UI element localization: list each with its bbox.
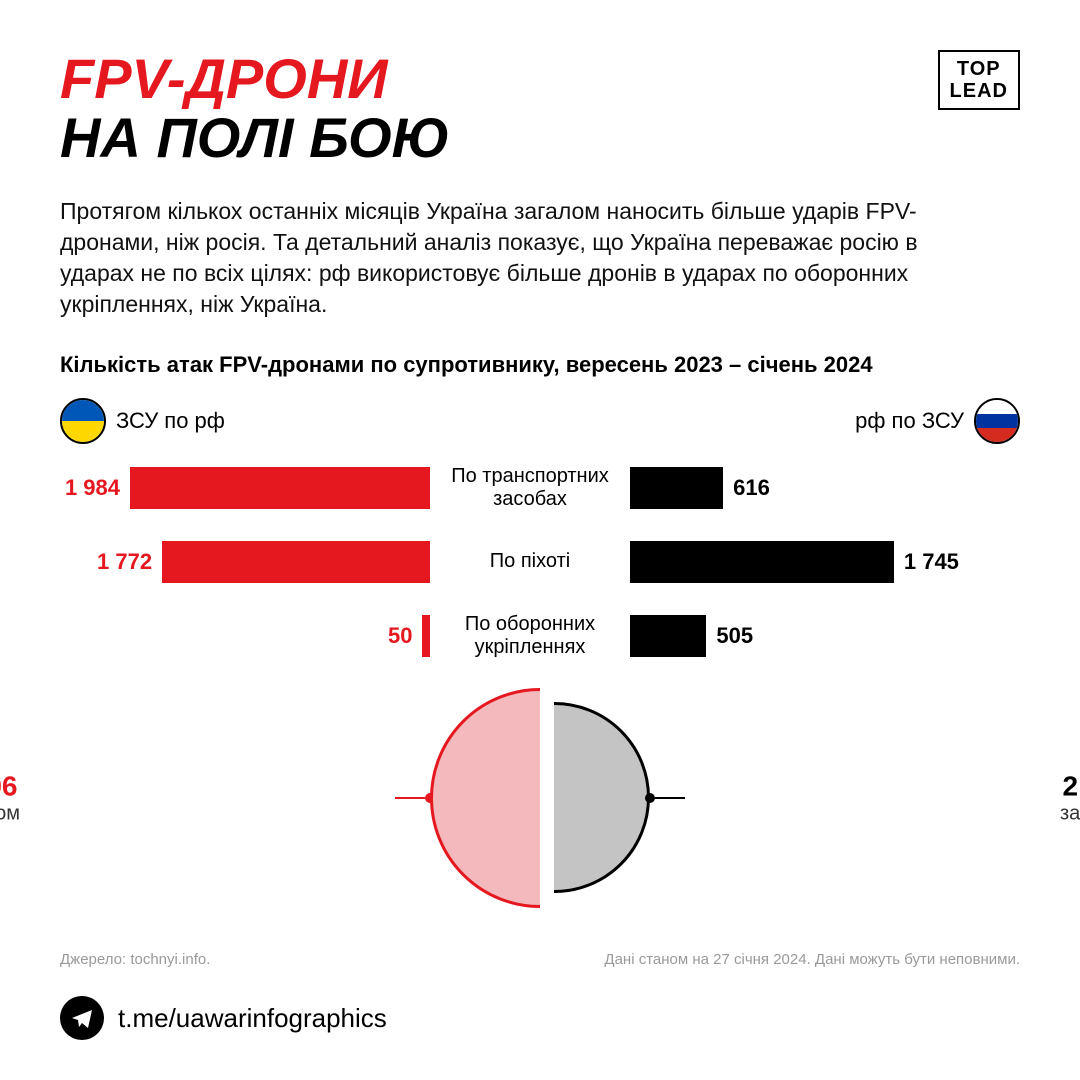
- telegram-link[interactable]: t.me/uawarinfographics: [60, 996, 1020, 1040]
- left-bar: [162, 541, 430, 583]
- total-right-caption: загалом: [1060, 802, 1080, 825]
- total-right-value: 2 886: [1060, 770, 1080, 802]
- total-left-value: 3 806: [0, 770, 20, 802]
- chart-subhead: Кількість атак FPV-дронами по супротивни…: [60, 352, 1020, 378]
- right-value: 505: [716, 623, 753, 649]
- dot-right: [645, 793, 655, 803]
- right-value: 616: [733, 475, 770, 501]
- legend-left-label: ЗСУ по рф: [116, 408, 225, 434]
- page-title: FPV-ДРОНИ НА ПОЛІ БОЮ: [60, 50, 1020, 168]
- left-value: 50: [388, 623, 412, 649]
- title-line1: FPV-ДРОНИ: [60, 47, 388, 110]
- lead-line-left: [395, 797, 425, 799]
- title-line2: НА ПОЛІ БОЮ: [60, 106, 450, 169]
- telegram-icon: [60, 996, 104, 1040]
- legend-left: ЗСУ по рф: [60, 398, 225, 444]
- chart-row: 1 984 По транспортнихзасобах 616: [60, 464, 1020, 512]
- flag-ukraine-icon: [60, 398, 106, 444]
- total-right: 2 886 загалом: [1060, 770, 1080, 825]
- left-bar: [422, 615, 430, 657]
- totals-graphic: 3 806 загалом 2 886 загалом: [60, 688, 1020, 908]
- chart-row: 1 772 По піхоті 1 745: [60, 538, 1020, 586]
- logo-line1: TOP: [950, 58, 1008, 80]
- footer-source: Джерело: tochnyi.info.: [60, 951, 210, 968]
- total-left: 3 806 загалом: [0, 770, 20, 825]
- right-bar: [630, 615, 706, 657]
- total-left-caption: загалом: [0, 802, 20, 825]
- legend: ЗСУ по рф рф по ЗСУ: [60, 398, 1020, 444]
- left-value: 1 984: [65, 475, 120, 501]
- right-bar: [630, 541, 894, 583]
- flag-russia-icon: [974, 398, 1020, 444]
- footer-note: Дані станом на 27 січня 2024. Дані можут…: [604, 951, 1020, 968]
- row-label: По обороннихукріпленнях: [430, 613, 630, 659]
- right-bar: [630, 467, 723, 509]
- logo-line2: LEAD: [950, 80, 1008, 102]
- footer: Джерело: tochnyi.info. Дані станом на 27…: [60, 951, 1020, 1040]
- lead-paragraph: Протягом кількох останніх місяців Україн…: [60, 196, 980, 320]
- diverging-bar-chart: 1 984 По транспортнихзасобах 616 1 772 По пі…: [60, 464, 1020, 660]
- legend-right: рф по ЗСУ: [855, 398, 1020, 444]
- brand-logo: TOP LEAD: [938, 50, 1020, 110]
- left-value: 1 772: [97, 549, 152, 575]
- chart-row: 50 По обороннихукріпленнях 505: [60, 612, 1020, 660]
- semi-circles: [430, 688, 650, 908]
- telegram-url: t.me/uawarinfographics: [118, 1003, 387, 1034]
- row-label: По транспортнихзасобах: [430, 465, 630, 511]
- right-value: 1 745: [904, 549, 959, 575]
- right-semicircle: [554, 702, 650, 893]
- legend-right-label: рф по ЗСУ: [855, 408, 964, 434]
- lead-line-right: [655, 797, 685, 799]
- left-semicircle: [430, 688, 540, 908]
- row-label: По піхоті: [430, 550, 630, 573]
- left-bar: [130, 467, 430, 509]
